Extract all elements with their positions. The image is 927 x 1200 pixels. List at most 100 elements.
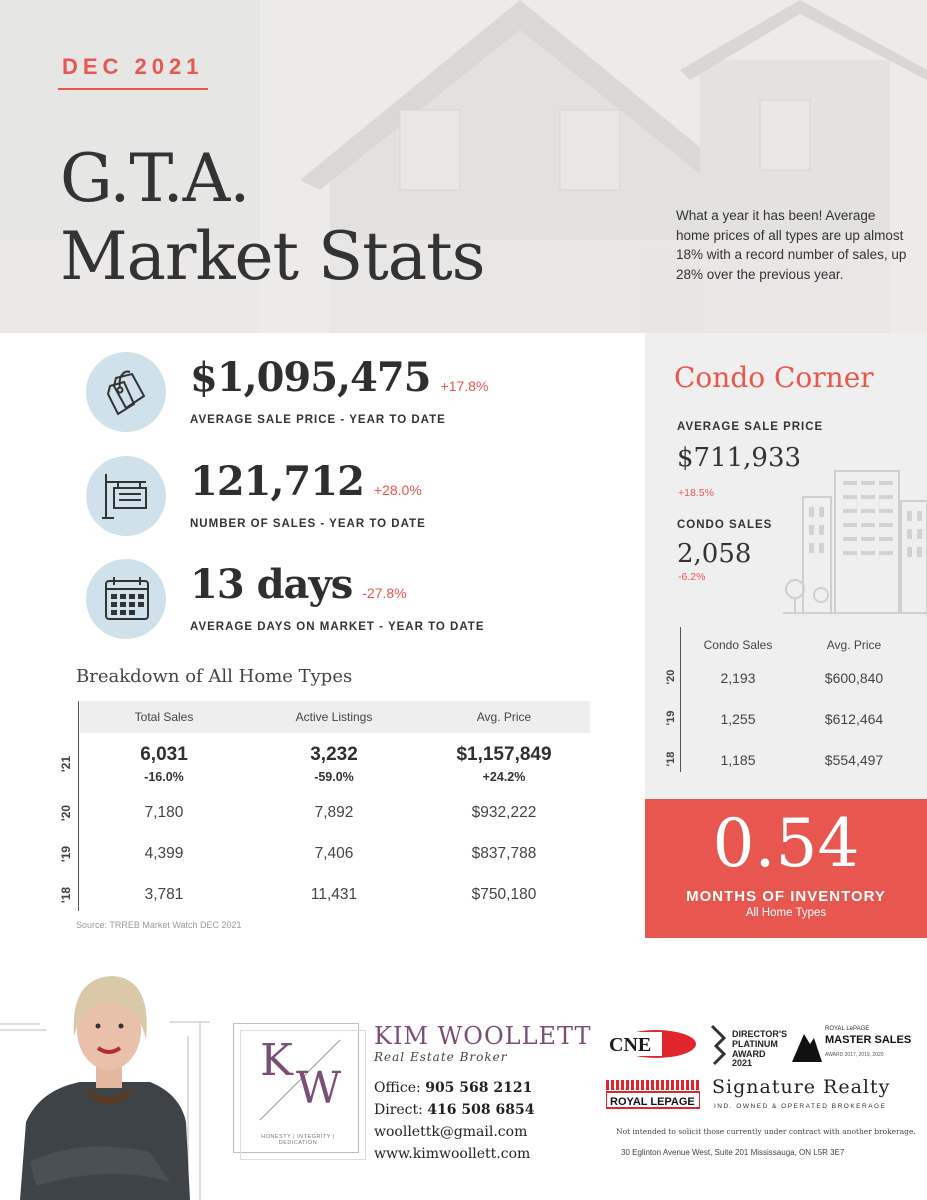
table-cell: $837,788 [471,845,537,862]
stat-value: $1,095,475 +17.8% [190,354,489,401]
award-mark-icon [710,1024,727,1066]
row-year: '20 [59,804,73,822]
table-cell: 7,406 [314,845,354,862]
kw-logo-frame [233,1023,359,1153]
condo-sales-value: 2,058 [677,539,752,569]
table-cell: 3,232 [310,744,358,765]
table-cell: 6,031 [140,744,188,765]
cne-logo: CNE [606,1030,696,1058]
column-header: Avg. Price [826,638,882,652]
row-year: '21 [59,755,73,773]
title-line-1: G.T.A. [60,140,250,217]
mountain-icon [792,1034,822,1062]
inventory-value: 0.54 [712,805,860,882]
condo-table-axis [680,627,681,772]
condo-corner-panel: Condo Corner AVERAGE SALE PRICE $711,933… [645,333,927,799]
table-cell: $932,222 [471,804,537,821]
row-year: '19 [665,710,677,726]
award-line: AWARD 2021 [732,1049,766,1068]
table-cell-change: +24.2% [482,770,526,784]
column-header: Avg. Price [476,710,532,724]
logo-letter-k: K [260,1035,293,1086]
kw-logo: K W [260,1035,341,1114]
row-year: '18 [665,751,677,767]
stat-change: -27.8% [362,585,407,601]
row-year: '20 [665,669,677,685]
agent-name: KIM WOOLLETT [374,1022,592,1050]
stat-label: NUMBER OF SALES - YEAR TO DATE [190,518,426,530]
stat-average-sale-price: $1,095,475 +17.8% AVERAGE SALE PRICE - YE… [86,352,626,432]
stat-value: 13 days -27.8% [190,561,407,608]
award-line: PLATINUM [732,1039,778,1049]
kw-logo-frame-offset [240,1030,366,1160]
office-phone: Office: 905 568 2121 [374,1080,533,1096]
table-cell: 7,180 [144,804,184,821]
stat-days-on-market: 13 days -27.8% AVERAGE DAYS ON MARKET - Y… [86,559,626,639]
table-axis-line [78,701,79,911]
stat-number-of-sales: 121,712 +28.0% NUMBER OF SALES - YEAR TO … [86,456,626,536]
column-header: Condo Sales [703,638,773,652]
brokerage-subtitle: IND. OWNED & OPERATED BROKERAGE [714,1103,887,1110]
award-main-text: MASTER SALES [825,1034,912,1046]
email-link[interactable]: woollettk@gmail.com [374,1124,528,1140]
royal-lepage-text: ROYAL LEPAGE [610,1096,695,1108]
agent-role: Real Estate Broker [374,1050,508,1064]
date-underline [58,88,208,90]
stat-label: AVERAGE SALE PRICE - YEAR TO DATE [190,414,446,426]
direct-phone: Direct: 416 508 6854 [374,1102,535,1118]
stat-value: 121,712 +28.0% [190,458,422,505]
table-cell: $750,180 [471,886,537,903]
logo-letter-w: W [296,1063,342,1114]
buildings-icon [783,470,927,614]
table-header: Total Sales Active Listings Avg. Price [80,701,590,733]
table-cell-change: -59.0% [314,770,354,784]
website-link[interactable]: www.kimwoollett.com [374,1146,531,1162]
page-title: G.T.A. Market Stats [60,140,486,296]
table-cell: $612,464 [824,711,884,727]
disclaimer-text: Not intended to solicit those currently … [616,1127,916,1136]
condo-price-label: AVERAGE SALE PRICE [677,421,824,433]
directors-award-logo: DIRECTOR'S PLATINUM AWARD 2021 [708,1024,788,1068]
inventory-label: MONTHS OF INVENTORY [686,888,886,905]
months-of-inventory-box: 0.54 MONTHS OF INVENTORY All Home Types [645,799,927,938]
brokerage-name: Signature Realty [712,1076,891,1098]
intro-text: What a year it has been! Average home pr… [676,208,907,282]
breakdown-title: Breakdown of All Home Types [76,666,353,687]
award-line: DIRECTOR'S [732,1029,787,1039]
table-cell: 11,431 [310,886,358,903]
table-cell: 2,193 [720,670,756,686]
row-year: '19 [59,845,73,863]
table-cell: 7,892 [314,804,354,821]
table-cell: 1,185 [720,752,756,768]
report-date: DEC 2021 [62,54,204,79]
sale-sign-icon [86,456,166,536]
table-cell: 1,255 [720,711,756,727]
table-cell: $554,497 [824,752,884,768]
column-header: Active Listings [295,710,373,724]
source-note: Source: TRREB Market Watch DEC 2021 [76,920,242,930]
condo-price-change: +18.5% [678,487,714,499]
hero-banner: DEC 2021 G.T.A. Market Stats What a year… [0,0,927,333]
logo-tagline: HONESTY | INTEGRITY | DEDICATION [261,1134,335,1146]
condo-price-value: $711,933 [677,443,802,473]
stat-label: AVERAGE DAYS ON MARKET - YEAR TO DATE [190,621,485,633]
column-header: Total Sales [134,710,194,724]
master-sales-award-logo: ROYAL LePAGE MASTER SALES AWARD 2017, 20… [792,1024,911,1066]
stat-change: +17.8% [440,378,489,394]
table-cell: 3,781 [144,886,184,903]
stat-change: +28.0% [373,482,422,498]
price-tag-icon [86,352,166,432]
title-line-2: Market Stats [60,218,486,295]
royal-lepage-logo: ROYAL LEPAGE [606,1080,700,1109]
brokerage-address: 30 Eglinton Avenue West, Suite 201 Missi… [621,1148,845,1157]
condo-sales-change: -6.2% [678,571,706,583]
condo-sales-label: CONDO SALES [677,519,773,531]
condo-corner-title: Condo Corner [674,361,874,394]
award-years-text: AWARD 2017, 2019, 2020 [825,1052,884,1058]
row-year: '18 [59,886,73,904]
house-background-image [0,0,927,333]
inventory-sublabel: All Home Types [745,907,827,919]
calendar-icon [86,559,166,639]
agent-photo [0,976,210,1200]
table-cell: $600,840 [824,670,884,686]
